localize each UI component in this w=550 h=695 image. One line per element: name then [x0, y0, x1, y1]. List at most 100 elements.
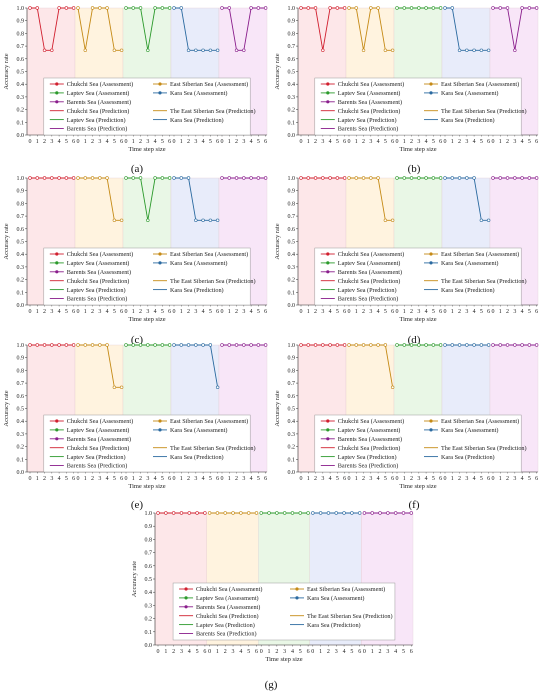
legend-entry: Laptev Sea (Prediction): [196, 622, 255, 629]
x-tick-label: 3: [242, 139, 245, 145]
legend-entry: Kara Sea (Prediction): [307, 622, 361, 629]
data-point: [431, 176, 436, 180]
data-point: [64, 176, 69, 180]
legend-entry: The East Siberian Sea (Prediction): [441, 108, 527, 115]
x-tick-label: 3: [98, 139, 101, 145]
x-tick-label: 2: [362, 309, 365, 315]
x-tick-label: 6: [535, 139, 538, 145]
legend-entry: Laptev Sea (Prediction): [67, 117, 126, 124]
x-tick-label: 0: [348, 139, 351, 145]
x-tick-label: 0: [29, 309, 32, 315]
legend-swatch-marker: [326, 82, 330, 86]
x-tick-label: 2: [362, 139, 365, 145]
y-tick-label: 0.0: [288, 470, 296, 476]
data-point: [306, 511, 310, 515]
x-tick-label: 2: [275, 649, 278, 655]
x-tick-label: 6: [216, 309, 219, 315]
data-point: [443, 343, 447, 347]
x-tick-label: 5: [113, 476, 116, 482]
y-tick-label: 1.0: [145, 511, 153, 517]
x-tick-label: 4: [425, 309, 428, 315]
y-tick-label: 0.3: [288, 265, 296, 271]
legend-swatch-marker: [326, 428, 330, 432]
y-tick-label: 0.0: [288, 133, 296, 139]
data-point: [179, 343, 183, 347]
data-point: [201, 218, 205, 222]
x-tick-label: 0: [173, 309, 176, 315]
legend-swatch-marker: [295, 587, 299, 591]
data-point: [124, 343, 128, 347]
data-point: [290, 511, 295, 515]
data-point: [203, 511, 207, 515]
data-point: [201, 48, 205, 52]
x-tick-label: 2: [506, 476, 509, 482]
data-point: [42, 343, 47, 347]
data-point: [50, 343, 54, 347]
x-tick-label: 4: [202, 139, 205, 145]
legend-swatch-marker: [326, 261, 330, 265]
data-point: [195, 511, 199, 515]
legend-swatch-marker: [429, 252, 433, 256]
x-tick-label: 3: [369, 139, 372, 145]
legend-swatch-marker: [55, 261, 59, 265]
x-tick-label: 5: [161, 309, 164, 315]
data-point: [98, 6, 102, 10]
data-point: [299, 6, 303, 10]
legend-entry: Chukchi Sea (Prediction): [196, 613, 259, 620]
data-point: [239, 511, 243, 515]
x-tick-label: 5: [257, 139, 260, 145]
legend-entry: Kara Sea (Assessment): [441, 260, 498, 267]
x-tick-label: 3: [321, 139, 324, 145]
x-tick-label: 4: [473, 139, 476, 145]
legend-swatch-marker: [158, 428, 162, 432]
data-point: [223, 511, 227, 515]
legend-entry: Laptev Sea (Assessment): [338, 90, 401, 97]
data-point: [256, 343, 261, 347]
data-point: [42, 176, 47, 180]
x-tick-label: 6: [264, 476, 267, 482]
x-tick-label: 0: [300, 476, 303, 482]
legend-entry: Barents Sea (Assessment): [67, 99, 131, 106]
legend-swatch-marker: [55, 91, 59, 95]
x-tick-label: 0: [125, 309, 128, 315]
data-point: [246, 511, 251, 515]
x-tick-label: 5: [113, 309, 116, 315]
y-tick-label: 0.9: [17, 189, 25, 195]
x-tick-label: 1: [216, 649, 219, 655]
data-point: [208, 343, 213, 347]
data-point: [321, 343, 325, 347]
y-tick-label: 0.1: [288, 290, 296, 296]
data-point: [57, 343, 61, 347]
legend-swatch-marker: [55, 270, 59, 274]
x-tick-label: 2: [187, 476, 190, 482]
x-tick-label: 2: [314, 139, 317, 145]
data-point: [119, 218, 124, 222]
x-tick-label: 3: [242, 476, 245, 482]
data-point: [249, 6, 253, 10]
y-tick-label: 0.6: [145, 564, 153, 570]
chart-panel-b: 0.00.10.20.30.40.50.60.70.80.91.00 1 2 3 4 5 6…: [274, 6, 539, 175]
x-tick-label: 1: [307, 139, 310, 145]
x-tick-label: 6: [203, 649, 206, 655]
legend-entry: Laptev Sea (Prediction): [338, 117, 397, 124]
y-tick-label: 0.4: [288, 82, 296, 88]
data-point: [457, 176, 462, 180]
data-point: [409, 511, 414, 515]
data-point: [395, 6, 399, 10]
legend-swatch-marker: [326, 419, 330, 423]
data-point: [112, 385, 117, 389]
data-point: [153, 6, 157, 10]
y-tick-label: 0.6: [17, 57, 25, 63]
data-point: [28, 176, 32, 180]
data-point: [409, 176, 414, 180]
x-tick-label: 0: [396, 139, 399, 145]
x-tick-label: 5: [247, 649, 250, 655]
x-tick-label: 1: [499, 476, 502, 482]
legend-entry: Kara Sea (Prediction): [170, 287, 224, 294]
legend-swatch-marker: [429, 261, 433, 265]
x-tick-label: 4: [329, 309, 332, 315]
x-tick-label: 1: [451, 139, 454, 145]
x-tick-label: 0: [348, 476, 351, 482]
data-point: [98, 176, 102, 180]
y-tick-label: 0.9: [145, 524, 153, 530]
